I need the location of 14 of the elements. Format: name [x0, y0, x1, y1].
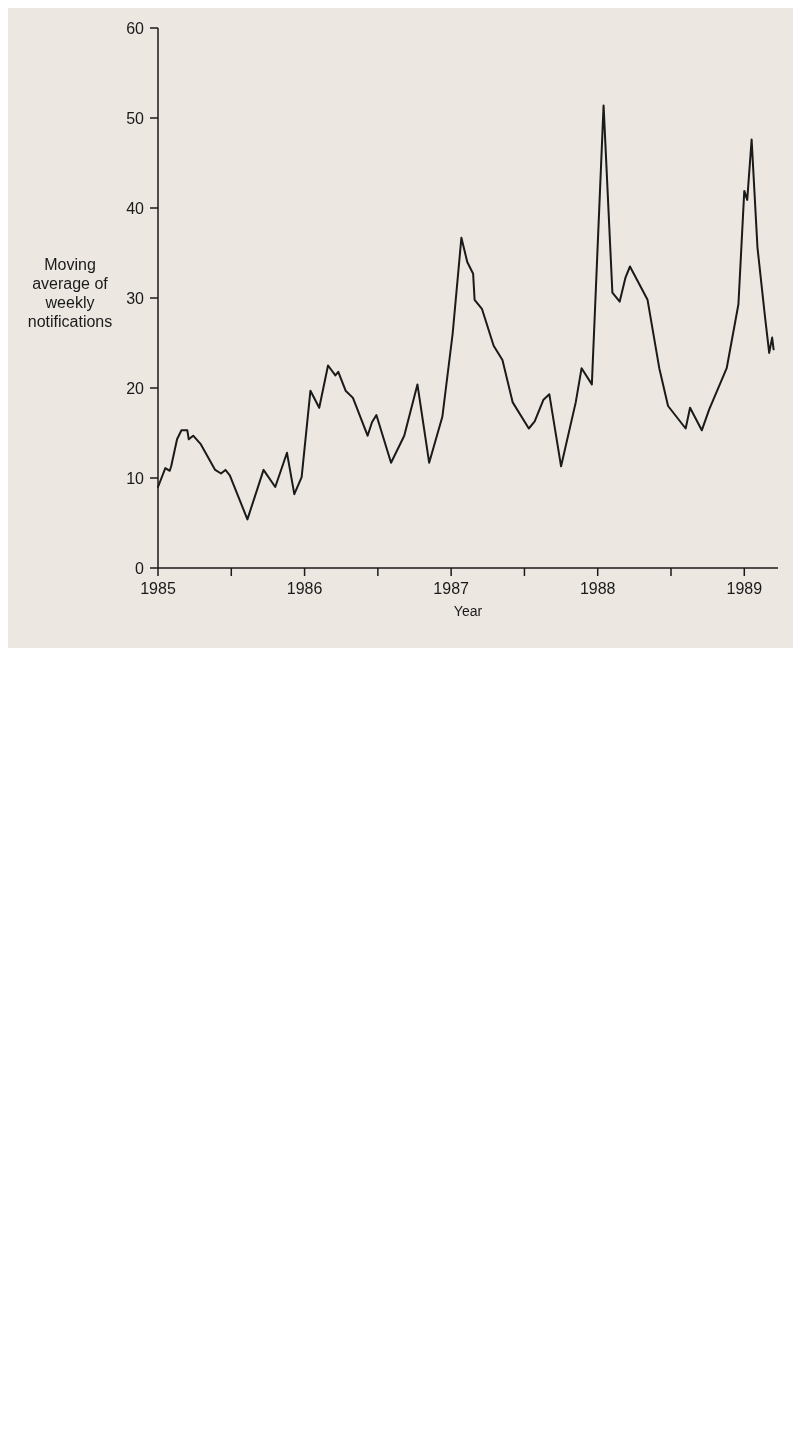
- x-tick-label: 1987: [433, 580, 470, 597]
- y-tick-label: 50: [126, 109, 145, 127]
- x-axis-title: Year: [453, 603, 483, 619]
- y-axis-title: Moving average of weekly notifications: [27, 255, 113, 330]
- y-tick-label: 30: [126, 289, 145, 307]
- y-tick-label: 20: [126, 379, 145, 397]
- x-tick-label: 1988: [579, 580, 616, 597]
- x-tick-label: 1989: [726, 580, 763, 597]
- y-tick-label: 0: [135, 559, 145, 577]
- y-tick-label: 40: [126, 199, 145, 217]
- x-tick-label: 1985: [140, 580, 176, 597]
- x-tick-label: 1986: [286, 580, 323, 597]
- y-tick-label: 60: [126, 19, 145, 37]
- y-tick-label: 10: [126, 469, 145, 487]
